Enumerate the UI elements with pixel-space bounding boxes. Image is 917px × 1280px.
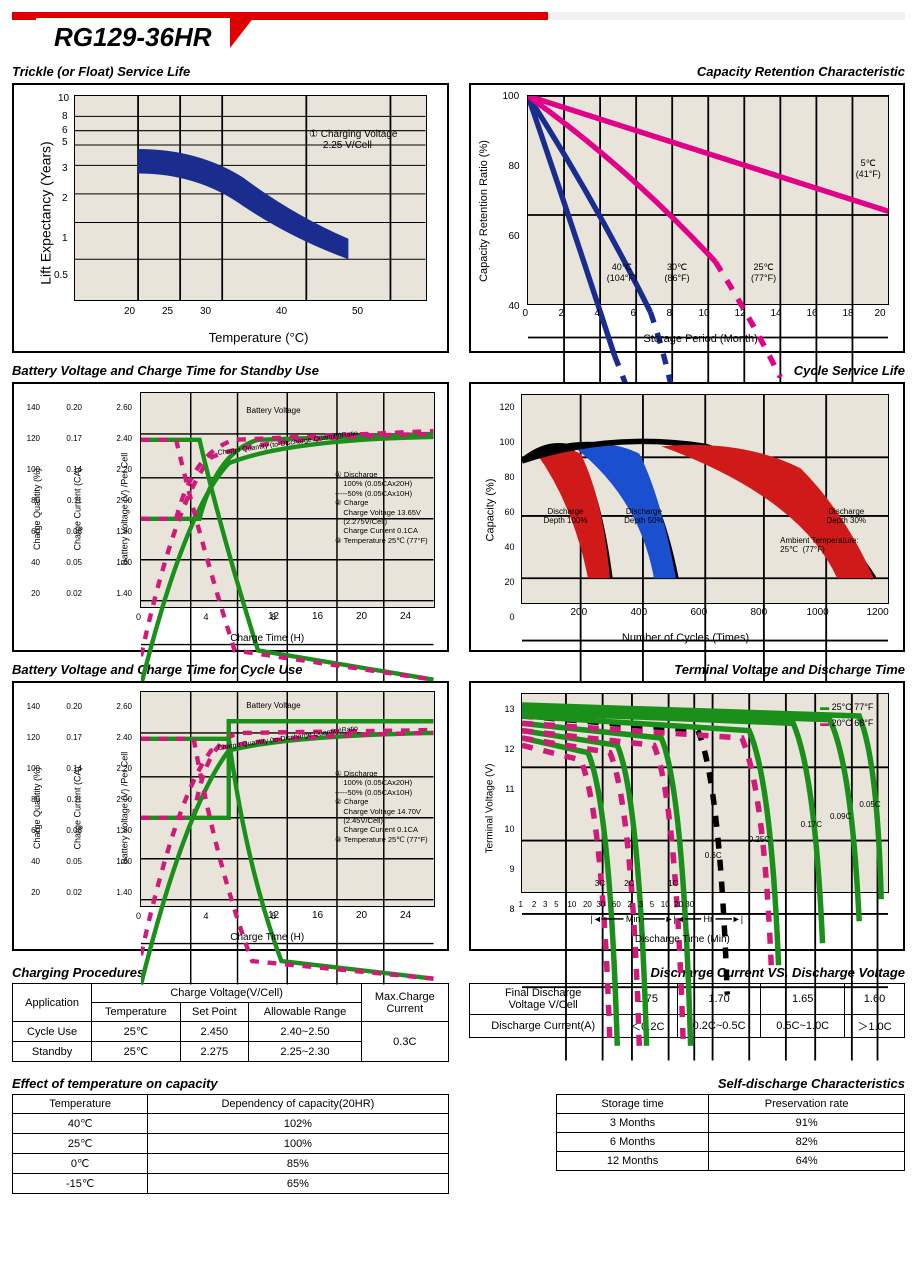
tempeffect-title: Effect of temperature on capacity	[12, 1076, 449, 1091]
selfdis-table: Storage timePreservation rate 3 Months91…	[556, 1094, 905, 1171]
panel-standby: Battery Voltage and Charge Time for Stan…	[12, 361, 449, 652]
tempeffect-table: TemperatureDependency of capacity(20HR) …	[12, 1094, 449, 1194]
te-11: 100%	[148, 1134, 448, 1154]
term-xlabel: Discharge Time (Min)	[635, 934, 730, 945]
standby-xlabel: Charge Time (H)	[230, 633, 304, 644]
ct-hset: Set Point	[180, 1003, 248, 1022]
sd-20: 12 Months	[556, 1152, 708, 1171]
ret-l25: 25℃ (77°F)	[751, 262, 776, 283]
standby-legend: ① Discharge 100% (0.05CAx20H) -----50% (…	[335, 470, 428, 545]
panel-cycleuse: Battery Voltage and Charge Time for Cycl…	[12, 660, 449, 951]
ct-r1c2: 2.275	[180, 1042, 248, 1062]
terminal-chart: ▬ 25°C 77°F ▬ 20°C 68°F 3C 2C 1C 0.6C 0.…	[469, 681, 906, 951]
selfdis-title: Self-discharge Characteristics	[469, 1076, 906, 1091]
ct-max: 0.3C	[362, 1022, 448, 1062]
te-31: 65%	[148, 1174, 448, 1194]
ct-r1c1: 25℃	[92, 1042, 181, 1062]
csl-l2: Discharge Depth 50%	[624, 507, 664, 525]
hr-lbl: Hr	[704, 914, 714, 924]
trickle-ylabel: Lift Expectancy (Years)	[38, 141, 54, 284]
charging-table: Application Charge Voltage(V/Cell) Max.C…	[12, 983, 449, 1062]
ret-l40: 40℃ (104°F)	[607, 262, 637, 283]
ct-r0c2: 2.450	[180, 1022, 248, 1042]
standby-chart: Battery Voltage Charge Quantity (to-Disc…	[12, 382, 449, 652]
tempeffect-panel: Effect of temperature on capacity Temper…	[12, 1068, 449, 1194]
ret-l5: 5℃ (41°F)	[856, 158, 881, 179]
selfdis-panel: Self-discharge Characteristics Storage t…	[469, 1068, 906, 1194]
ct-hcv: Charge Voltage(V/Cell)	[92, 984, 362, 1003]
ct-hmax: Max.Charge Current	[362, 984, 448, 1022]
te-01: 102%	[148, 1114, 448, 1134]
trickle-chart: ① Charging Voltage 2.25 V/Cell Lift Expe…	[12, 83, 449, 353]
csl-l3: Discharge Depth 30%	[826, 507, 866, 525]
term-ylabel: Terminal Voltage (V)	[484, 763, 495, 853]
model-title-box: RG129-36HR	[36, 12, 230, 57]
trickle-xlabel: Temperature (°C)	[209, 330, 309, 345]
cyclesvc-chart: Discharge Depth 100% Discharge Depth 50%…	[469, 382, 906, 652]
standby-anno1: Battery Voltage	[246, 406, 300, 415]
model-title: RG129-36HR	[54, 22, 212, 52]
ct-r0c3: 2.40~2.50	[248, 1022, 361, 1042]
panel-retention: Capacity Retention Characteristic	[469, 62, 906, 353]
te-20: 0℃	[13, 1154, 148, 1174]
panel-cyclesvc: Cycle Service Life Discharge Depth	[469, 361, 906, 652]
panel-trickle: Trickle (or Float) Service Life ① Chargi…	[12, 62, 449, 353]
te-30: -15℃	[13, 1174, 148, 1194]
retention-xlabel: Storage Period (Month)	[644, 333, 758, 345]
chart-grid: Trickle (or Float) Service Life ① Chargi…	[12, 62, 905, 951]
te-00: 40℃	[13, 1114, 148, 1134]
ret-l30: 30℃ (86°F)	[664, 262, 689, 283]
sd-10: 6 Months	[556, 1133, 708, 1152]
trickle-anno: ① Charging Voltage 2.25 V/Cell	[309, 129, 397, 151]
standby-title: Battery Voltage and Charge Time for Stan…	[12, 361, 449, 382]
cycleuse-legend: ① Discharge 100% (0.05CAx20H) -----50% (…	[335, 769, 428, 844]
ct-r1c3: 2.25~2.30	[248, 1042, 361, 1062]
csl-amb: Ambient Temperature: 25℃ (77°F)	[780, 536, 859, 554]
retention-title: Capacity Retention Characteristic	[469, 62, 906, 83]
te-h1: Temperature	[13, 1095, 148, 1114]
retention-chart: 40℃ (104°F) 30℃ (86°F) 25℃ (77°F) 5℃ (41…	[469, 83, 906, 353]
cycleuse-chart: Battery Voltage Charge Quantity (to-Disc…	[12, 681, 449, 951]
panel-terminal: Terminal Voltage and Discharge Time	[469, 660, 906, 951]
sd-01: 91%	[709, 1114, 905, 1133]
sd-00: 3 Months	[556, 1114, 708, 1133]
cu-xlabel: Charge Time (H)	[230, 932, 304, 943]
retention-ylabel: Capacity Retention Ratio (%)	[477, 140, 489, 282]
csl-xlabel: Number of Cycles (Times)	[622, 632, 749, 644]
trickle-title: Trickle (or Float) Service Life	[12, 62, 449, 83]
cycleuse-anno1: Battery Voltage	[246, 701, 300, 710]
sd-h1: Storage time	[556, 1095, 708, 1114]
sd-h2: Preservation rate	[709, 1095, 905, 1114]
sd-11: 82%	[709, 1133, 905, 1152]
te-h2: Dependency of capacity(20HR)	[148, 1095, 448, 1114]
min-lbl: Min	[626, 914, 641, 924]
ct-happ: Application	[13, 984, 92, 1022]
csl-l1: Discharge Depth 100%	[543, 507, 587, 525]
term-leg25: 25°C 77°F	[832, 702, 874, 712]
ct-htemp: Temperature	[92, 1003, 181, 1022]
ct-r1c0: Standby	[13, 1042, 92, 1062]
ct-r0c1: 25℃	[92, 1022, 181, 1042]
sd-21: 64%	[709, 1152, 905, 1171]
ct-hallow: Allowable Range	[248, 1003, 361, 1022]
term-leg20: 20°C 68°F	[832, 718, 874, 728]
te-21: 85%	[148, 1154, 448, 1174]
te-10: 25℃	[13, 1134, 148, 1154]
ct-r0c0: Cycle Use	[13, 1022, 92, 1042]
header: RG129-36HR	[12, 12, 905, 52]
